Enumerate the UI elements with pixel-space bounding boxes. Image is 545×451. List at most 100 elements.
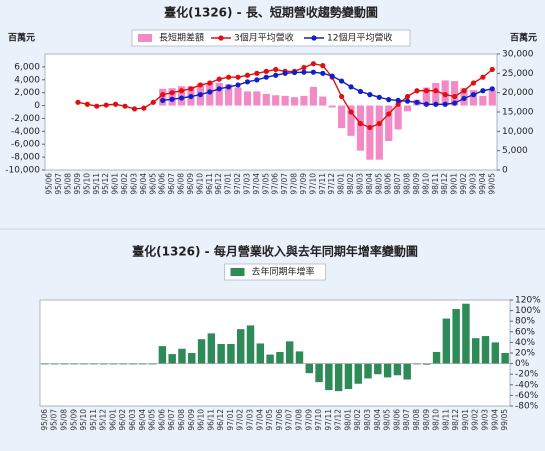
line-marker [197,92,203,98]
x-tick-label: 97/07 [280,173,289,195]
x-tick-label: 99/01 [450,173,459,195]
bar [243,91,252,106]
line-marker [461,88,467,94]
bar [472,338,480,364]
x-tick-label: 99/02 [471,409,480,431]
bar [300,95,308,106]
tick-label: 4,000 [14,75,40,85]
line-marker [376,94,382,100]
x-tick-label: 96/03 [128,409,137,431]
x-tick-label: 96/12 [214,173,223,195]
line-marker [273,72,279,78]
x-tick-label: 98/09 [422,409,431,431]
line-marker [169,90,175,96]
x-tick-label: 97/02 [233,173,242,195]
line-marker [461,95,467,102]
x-tick-label: 97/08 [294,409,303,431]
x-tick-label: 95/08 [64,173,73,195]
x-tick-label: 95/06 [40,409,49,431]
bar [383,363,392,378]
line-marker [452,100,458,106]
x-tick-label: 96/03 [129,173,138,195]
tick-label: -20% [515,370,539,380]
line-marker [386,111,392,117]
bar [344,363,353,390]
x-tick-label: 96/10 [195,173,204,195]
x-tick-label: 99/04 [490,409,499,431]
line-marker [423,88,429,94]
x-tick-label: 97/08 [290,173,299,195]
x-tick-label: 98/01 [337,173,346,195]
line-marker [320,63,326,69]
bar [188,353,196,364]
legend-swatch [311,35,317,41]
bar [325,363,333,391]
bar [488,90,496,106]
x-tick-label: 99/05 [487,173,496,195]
x-tick-label: 99/03 [481,409,490,431]
bar [158,346,167,364]
line-marker [207,89,213,95]
tick-label: -60% [515,391,539,401]
x-tick-label: 97/01 [224,173,233,195]
tick-label: 20% [515,349,535,359]
line-marker [226,74,232,80]
line-marker [357,88,364,95]
line-marker [404,98,411,104]
x-tick-label: 95/08 [59,409,68,431]
x-tick-label: 97/01 [226,409,235,431]
line-marker [301,69,307,75]
x-tick-label: 98/04 [373,409,382,431]
bar [442,318,451,364]
bar [469,90,478,106]
bar [385,105,393,141]
tick-label: 30,000 [502,50,534,60]
line-marker [348,109,354,115]
tick-label: 80% [515,317,535,327]
line-marker [395,97,401,103]
line-marker [282,70,288,76]
bar [234,87,242,106]
bar [272,95,280,106]
line-marker [404,93,411,100]
line-marker [339,78,345,84]
line-marker [320,70,326,76]
tick-label: 100% [515,306,541,316]
line-marker [414,88,420,94]
bar [129,363,137,365]
x-tick-label: 97/03 [242,173,251,195]
x-tick-label: 99/05 [500,409,509,431]
line-marker [329,73,335,79]
line-marker [216,76,222,82]
x-tick-label: 95/09 [69,409,78,431]
line-marker [480,88,486,94]
x-tick-label: 97/02 [236,409,245,431]
x-tick-label: 98/03 [363,409,372,431]
line-marker [442,101,448,107]
x-tick-label: 96/10 [197,409,206,431]
tick-label: 10,000 [502,127,534,137]
x-tick-label: 99/02 [459,173,468,195]
x-tick-label: 98/08 [403,173,412,195]
x-tick-label: 96/11 [205,173,214,195]
line-marker [84,101,90,107]
line-marker [291,69,298,76]
line-marker [169,96,175,102]
tick-label: -2,000 [11,114,40,124]
bar [207,333,216,364]
x-tick-label: 96/12 [216,409,225,431]
x-tick-label: 99/03 [468,173,477,195]
bar [393,363,402,376]
bar [356,105,365,151]
x-tick-label: 95/10 [82,173,91,195]
x-tick-label: 97/05 [265,409,274,431]
bar [197,339,206,364]
tick-label: -6,000 [11,140,40,150]
bar [422,87,430,106]
line-marker [489,86,495,92]
x-tick-label: 98/05 [383,409,392,431]
line-marker [235,74,241,80]
bar [305,363,313,374]
tick-label: -4,000 [11,127,40,137]
